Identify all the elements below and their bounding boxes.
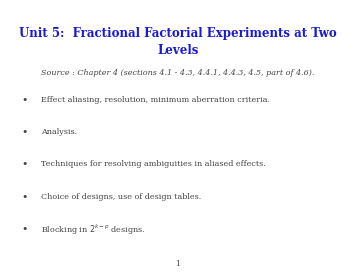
Text: Blocking in $2^{k-p}$ designs.: Blocking in $2^{k-p}$ designs. bbox=[41, 222, 146, 236]
Text: •: • bbox=[22, 95, 28, 104]
Text: Effect aliasing, resolution, minimum aberration criteria.: Effect aliasing, resolution, minimum abe… bbox=[41, 95, 270, 104]
Text: Choice of designs, use of design tables.: Choice of designs, use of design tables. bbox=[41, 193, 201, 201]
Text: Analysis.: Analysis. bbox=[41, 128, 77, 136]
Text: Source : Chapter 4 (sections 4.1 - 4.3, 4.4.1, 4.4.3, 4.5, part of 4.6).: Source : Chapter 4 (sections 4.1 - 4.3, … bbox=[41, 69, 315, 77]
Text: •: • bbox=[22, 224, 28, 234]
Text: •: • bbox=[22, 192, 28, 202]
Text: 1: 1 bbox=[176, 260, 180, 268]
Text: •: • bbox=[22, 127, 28, 137]
Text: Unit 5:  Fractional Factorial Experiments at Two: Unit 5: Fractional Factorial Experiments… bbox=[19, 26, 337, 40]
Text: •: • bbox=[22, 160, 28, 169]
Text: Techniques for resolving ambiguities in aliased effects.: Techniques for resolving ambiguities in … bbox=[41, 160, 266, 169]
Text: Levels: Levels bbox=[157, 44, 199, 57]
